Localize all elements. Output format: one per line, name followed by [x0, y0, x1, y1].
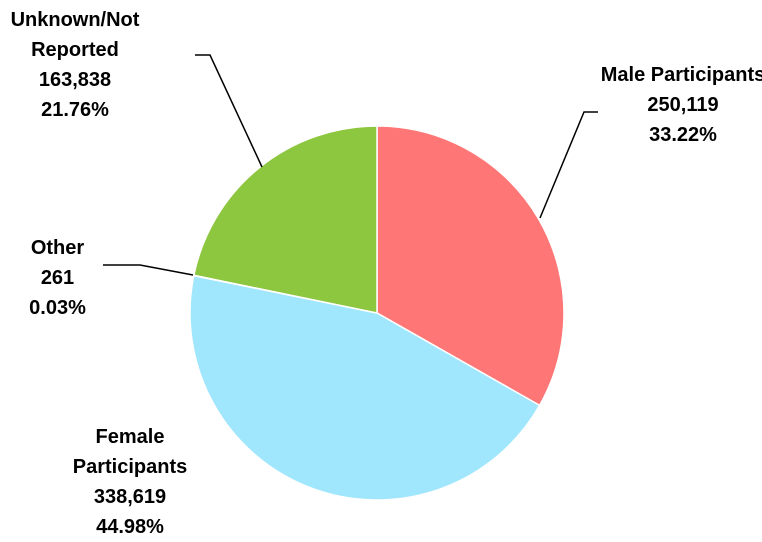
category-label: Other — [30, 237, 85, 259]
percent-label: 21.76% — [41, 99, 109, 121]
slice-label: Male Participants 250,119 33.22% — [598, 60, 762, 150]
percent-label: 44.98% — [96, 516, 164, 538]
slices — [189, 125, 565, 501]
slice-label: Female Participants 338,619 44.98% — [40, 422, 220, 542]
slice — [192, 125, 378, 314]
leader-line — [539, 111, 598, 219]
value-label: 250,119 — [647, 94, 719, 116]
category-label: Female Participants — [72, 426, 188, 478]
value-label: 338,619 — [93, 486, 167, 508]
value-label: 163,838 — [38, 69, 112, 91]
percent-label: 33.22% — [649, 124, 717, 146]
category-label: Male Participants — [600, 64, 762, 86]
leader-line — [103, 264, 194, 276]
leader-line — [195, 54, 263, 168]
slice — [376, 125, 565, 407]
category-label: Unknown/Not Reported — [10, 9, 140, 61]
slice — [189, 274, 541, 501]
slice-label: Other 261 0.03% — [0, 233, 115, 323]
percent-label: 0.03% — [29, 297, 86, 319]
slice-label: Unknown/Not Reported 163,838 21.76% — [0, 5, 150, 125]
value-label: 261 — [40, 267, 75, 289]
